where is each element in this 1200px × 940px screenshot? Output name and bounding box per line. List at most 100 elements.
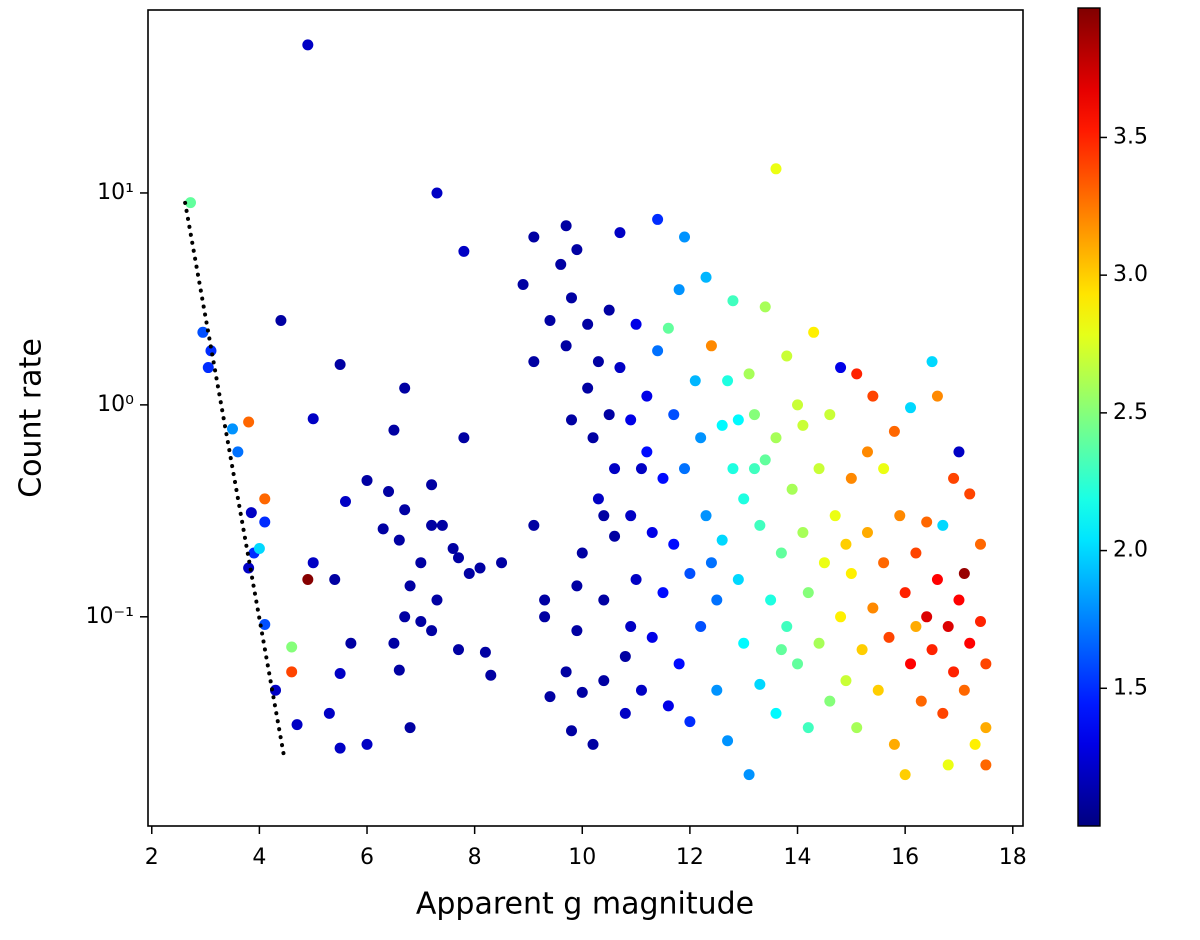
- point: [953, 594, 965, 606]
- point: [232, 446, 244, 458]
- point: [695, 620, 707, 632]
- point: [748, 463, 760, 475]
- point: [700, 271, 712, 283]
- point: [635, 463, 647, 475]
- point: [851, 722, 863, 734]
- point: [754, 519, 766, 531]
- point: [657, 472, 669, 484]
- point: [775, 547, 787, 559]
- point: [630, 573, 642, 585]
- point: [560, 220, 572, 232]
- point: [942, 759, 954, 771]
- point: [399, 504, 411, 516]
- point: [614, 362, 626, 374]
- point: [964, 488, 976, 500]
- point: [759, 454, 771, 466]
- point: [732, 414, 744, 426]
- point: [339, 495, 351, 507]
- point: [695, 432, 707, 444]
- point: [243, 416, 255, 428]
- point: [888, 738, 900, 750]
- point: [286, 641, 298, 653]
- point: [571, 244, 583, 256]
- point: [609, 463, 621, 475]
- point: [393, 534, 405, 546]
- point: [544, 691, 556, 703]
- point: [942, 620, 954, 632]
- point: [974, 616, 986, 628]
- plot-frame: [147, 9, 1024, 827]
- point: [668, 538, 680, 550]
- point: [851, 368, 863, 380]
- x-tick-label: 18: [999, 845, 1027, 870]
- point: [765, 594, 777, 606]
- point: [603, 409, 615, 421]
- point: [245, 507, 257, 519]
- point: [259, 618, 271, 630]
- point: [824, 695, 836, 707]
- point: [931, 390, 943, 402]
- point: [603, 304, 615, 316]
- point: [275, 315, 287, 327]
- point: [539, 594, 551, 606]
- point: [867, 602, 879, 614]
- point: [781, 350, 793, 362]
- point: [560, 340, 572, 352]
- colorbar-tick-label: 2.0: [1113, 538, 1148, 563]
- point: [361, 474, 373, 486]
- point: [700, 510, 712, 522]
- point: [883, 631, 895, 643]
- point: [539, 611, 551, 623]
- point: [334, 668, 346, 680]
- y-tick-label: 10¹: [97, 180, 134, 205]
- point: [673, 658, 685, 670]
- point: [716, 419, 728, 431]
- point: [485, 669, 497, 681]
- point: [426, 519, 438, 531]
- point: [453, 644, 465, 656]
- point: [202, 362, 214, 374]
- point: [743, 769, 755, 781]
- point: [684, 716, 696, 728]
- point: [302, 573, 314, 585]
- point: [770, 432, 782, 444]
- y-tick-label: 10⁰: [97, 392, 134, 417]
- point: [888, 425, 900, 437]
- point: [802, 587, 814, 599]
- point: [259, 493, 271, 505]
- point: [937, 519, 949, 531]
- x-tick-label: 4: [252, 845, 266, 870]
- point: [652, 213, 664, 225]
- point: [571, 580, 583, 592]
- point: [964, 637, 976, 649]
- point: [705, 340, 717, 352]
- point: [528, 231, 540, 243]
- point: [619, 650, 631, 662]
- point: [625, 620, 637, 632]
- point: [797, 526, 809, 538]
- point: [727, 295, 739, 307]
- point: [953, 446, 965, 458]
- point: [770, 707, 782, 719]
- point: [958, 684, 970, 696]
- x-axis-label: Apparent g magnitude: [416, 887, 754, 922]
- point: [592, 356, 604, 368]
- point: [399, 611, 411, 623]
- point: [431, 187, 443, 199]
- point: [587, 738, 599, 750]
- x-tick-label: 14: [784, 845, 812, 870]
- point: [555, 258, 567, 270]
- point: [383, 486, 395, 498]
- point: [587, 432, 599, 444]
- point: [566, 414, 578, 426]
- point: [722, 375, 734, 387]
- point: [598, 510, 610, 522]
- point: [716, 534, 728, 546]
- point: [948, 472, 960, 484]
- point: [243, 562, 255, 574]
- point: [598, 675, 610, 687]
- point: [835, 362, 847, 374]
- point: [824, 409, 836, 421]
- point: [388, 637, 400, 649]
- point: [619, 707, 631, 719]
